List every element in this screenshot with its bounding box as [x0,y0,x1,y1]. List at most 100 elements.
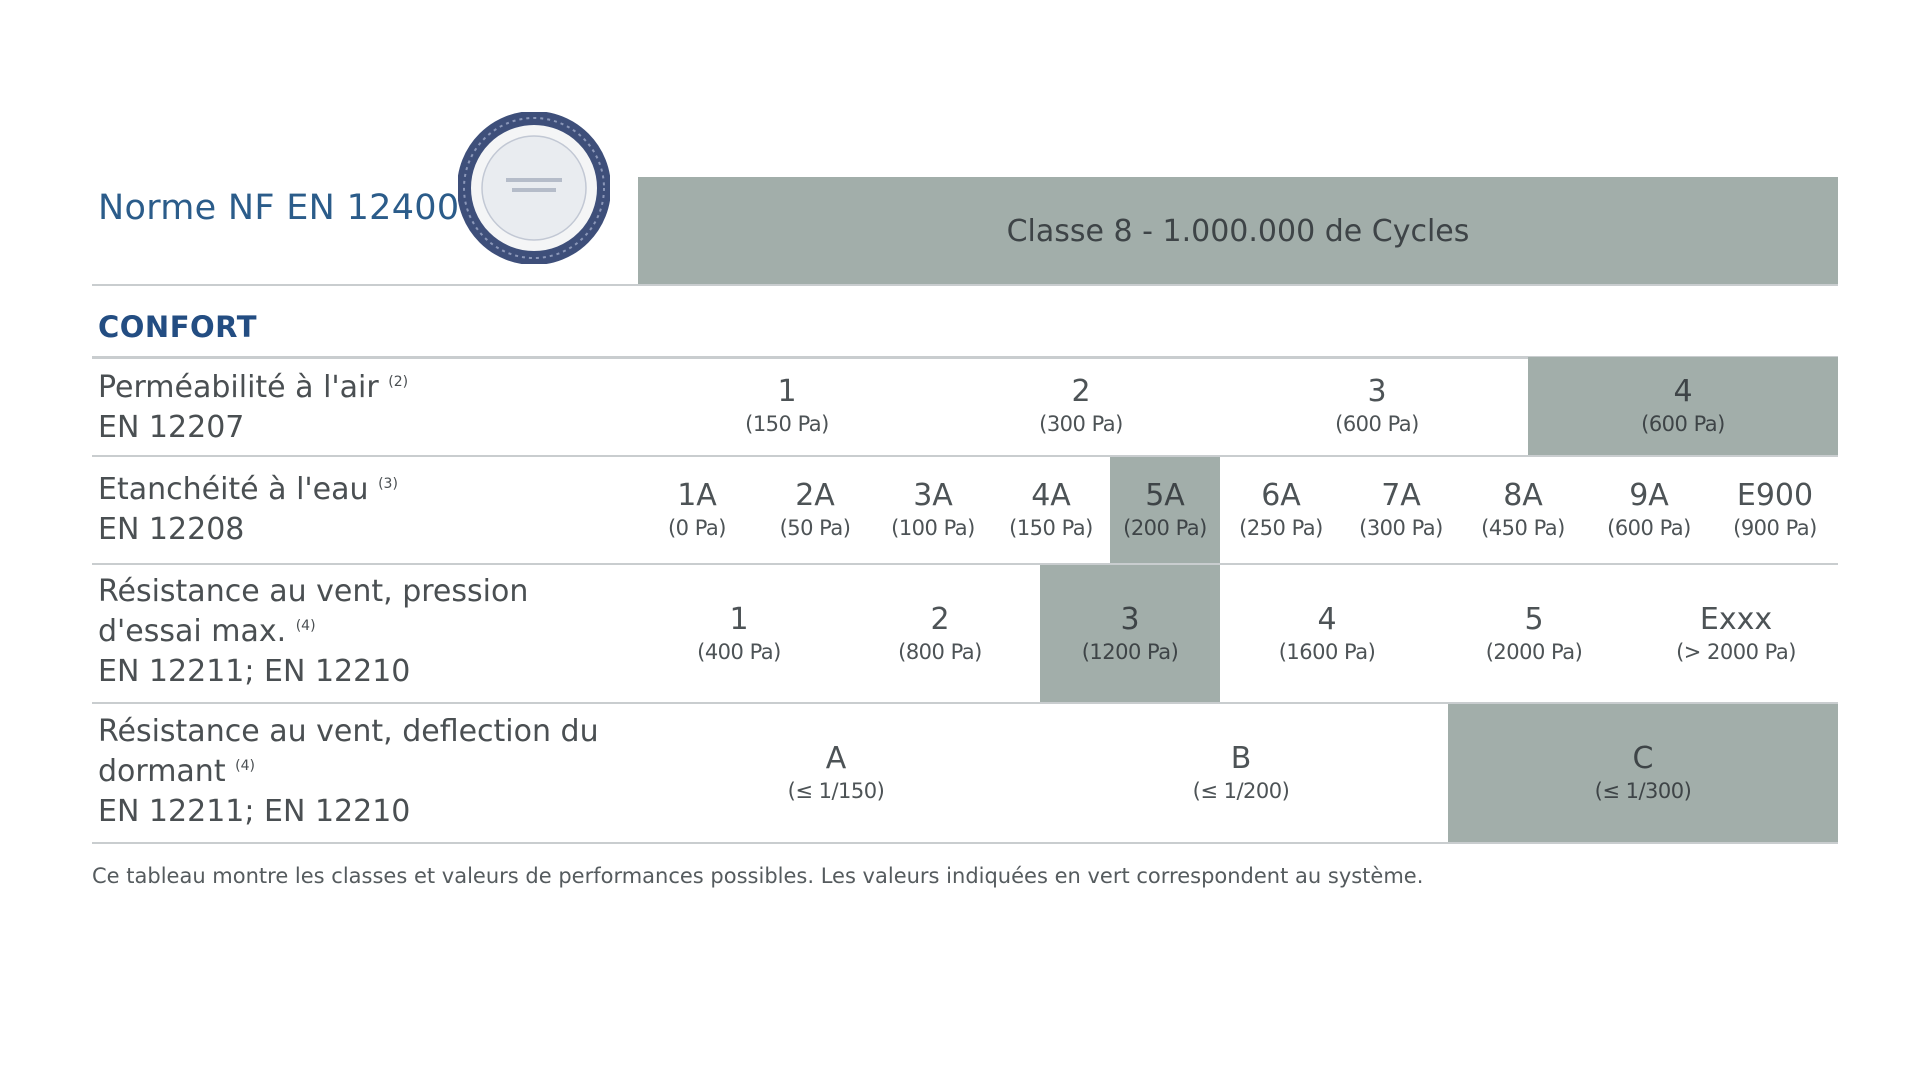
cell-sub: (600 Pa) [1641,412,1725,436]
label-text: Etanchéité à l'eau [98,472,369,507]
cell-value: 3 [1120,601,1140,637]
label-text: Perméabilité à l'air [98,370,379,405]
table-cell: Exxx (> 2000 Pa) [1634,565,1838,702]
table-cell-highlighted: C (≤ 1/300) [1448,704,1838,842]
cell-value: E900 [1736,478,1814,513]
row-label-wind-pressure: Résistance au vent, pression d'essai max… [98,572,528,692]
cell-sub: (250 Pa) [1239,516,1323,540]
table-cell-highlighted: 4 (600 Pa) [1528,357,1838,455]
table-cell: 4 (1600 Pa) [1220,565,1434,702]
cell-value: 2A [795,478,835,513]
table-cell: A (≤ 1/150) [638,704,1034,842]
table-cell: 2 (800 Pa) [840,565,1040,702]
divider [92,842,1838,844]
divider [92,284,1838,286]
section-title: CONFORT [98,310,257,344]
cell-value: 4A [1031,478,1071,513]
cell-sub: (600 Pa) [1607,516,1691,540]
cell-sub: (900 Pa) [1733,516,1817,540]
table-cell: 4A (150 Pa) [992,457,1110,563]
cell-sub: (≤ 1/200) [1192,779,1290,803]
row-label-air-permeability: Perméabilité à l'air (2) EN 12207 [98,368,408,448]
table-cell: 1 (400 Pa) [638,565,840,702]
divider [92,356,1838,359]
table-cell: B (≤ 1/200) [1034,704,1448,842]
table-cell: 2A (50 Pa) [756,457,874,563]
cell-sub: (150 Pa) [1009,516,1093,540]
divider [92,563,1838,565]
cell-value: 2 [930,601,950,637]
cell-sub: (300 Pa) [1359,516,1443,540]
divider [92,455,1838,457]
cell-sub: (100 Pa) [891,516,975,540]
table-cell-highlighted: 5A (200 Pa) [1110,457,1220,563]
table-cell: 1 (150 Pa) [638,357,936,455]
table-cell: 2 (300 Pa) [936,357,1226,455]
row-label-water-tightness: Etanchéité à l'eau (3) EN 12208 [98,470,398,550]
table-cell: 9A (600 Pa) [1586,457,1712,563]
footnote-ref: (3) [378,476,398,492]
cell-sub: (300 Pa) [1039,412,1123,436]
cell-value: 3A [913,478,953,513]
cell-value: 9A [1629,478,1669,513]
cell-sub: (> 2000 Pa) [1676,639,1796,664]
table-cell: 5 (2000 Pa) [1434,565,1634,702]
table-cell: E900 (900 Pa) [1712,457,1838,563]
cell-sub: (400 Pa) [697,639,781,664]
cell-value: 5A [1145,478,1185,513]
footnote-ref: (2) [388,374,409,390]
label-standard: EN 12211; EN 12210 [98,654,411,689]
cell-value: 1A [677,478,717,513]
cell-value: B [1230,741,1252,776]
label-text-continued: dormant [98,754,226,789]
cell-value: 5 [1524,601,1544,637]
cell-value: 1 [729,601,749,637]
cell-sub: (≤ 1/300) [1594,779,1692,803]
row-cells-wind-deflection: A (≤ 1/150) B (≤ 1/200) C (≤ 1/300) [638,704,1838,842]
label-text-continued: d'essai max. [98,614,287,649]
row-cells-water-tightness: 1A (0 Pa) 2A (50 Pa) 3A (100 Pa) 4A (150 Pa)… [638,457,1838,563]
label-text: Résistance au vent, deflection du [98,714,599,749]
table-footnote: Ce tableau montre les classes et valeurs… [92,864,1424,888]
table-cell: 3 (600 Pa) [1226,357,1528,455]
label-standard: EN 12208 [98,512,245,547]
cell-sub: (150 Pa) [745,412,829,436]
cell-value: 3 [1367,374,1387,409]
cell-sub: (600 Pa) [1335,412,1419,436]
class-banner: Classe 8 - 1.000.000 de Cycles [638,177,1838,285]
label-standard: EN 12211; EN 12210 [98,794,411,829]
cell-value: 4 [1317,601,1337,637]
table-cell-highlighted: 3 (1200 Pa) [1040,565,1220,702]
cell-sub: (0 Pa) [667,516,727,540]
cell-sub: (2000 Pa) [1485,639,1583,664]
norm-title: Norme NF EN 12400 [98,188,460,228]
table-cell: 8A (450 Pa) [1460,457,1586,563]
cell-value: 2 [1071,374,1091,409]
cell-value: 6A [1261,478,1301,513]
certification-seal-icon [457,111,611,265]
footnote-ref: (4) [295,618,316,634]
cell-sub: (200 Pa) [1123,516,1207,540]
table-cell: 1A (0 Pa) [638,457,756,563]
cell-sub: (≤ 1/150) [787,779,885,803]
cell-sub: (1200 Pa) [1081,639,1179,664]
cell-sub: (800 Pa) [898,639,982,664]
table-cell: 6A (250 Pa) [1220,457,1342,563]
cell-sub: (450 Pa) [1481,516,1565,540]
row-cells-air-permeability: 1 (150 Pa) 2 (300 Pa) 3 (600 Pa) 4 (600 Pa) [638,357,1838,455]
cell-sub: (50 Pa) [779,516,851,540]
row-label-wind-deflection: Résistance au vent, deflection du dorman… [98,712,599,832]
cell-sub: (1600 Pa) [1278,639,1376,664]
divider [92,702,1838,704]
cell-value: A [825,741,847,776]
cell-value: 8A [1503,478,1543,513]
table-cell: 3A (100 Pa) [874,457,992,563]
label-standard: EN 12207 [98,410,245,445]
row-cells-wind-pressure: 1 (400 Pa) 2 (800 Pa) 3 (1200 Pa) 4 (1600 Pa… [638,565,1838,702]
cell-value: C [1632,741,1654,776]
cell-value: 4 [1673,374,1693,409]
cell-value: Exxx [1699,601,1773,637]
cell-value: 7A [1381,478,1421,513]
cell-value: 1 [777,374,797,409]
table-cell: 7A (300 Pa) [1342,457,1460,563]
